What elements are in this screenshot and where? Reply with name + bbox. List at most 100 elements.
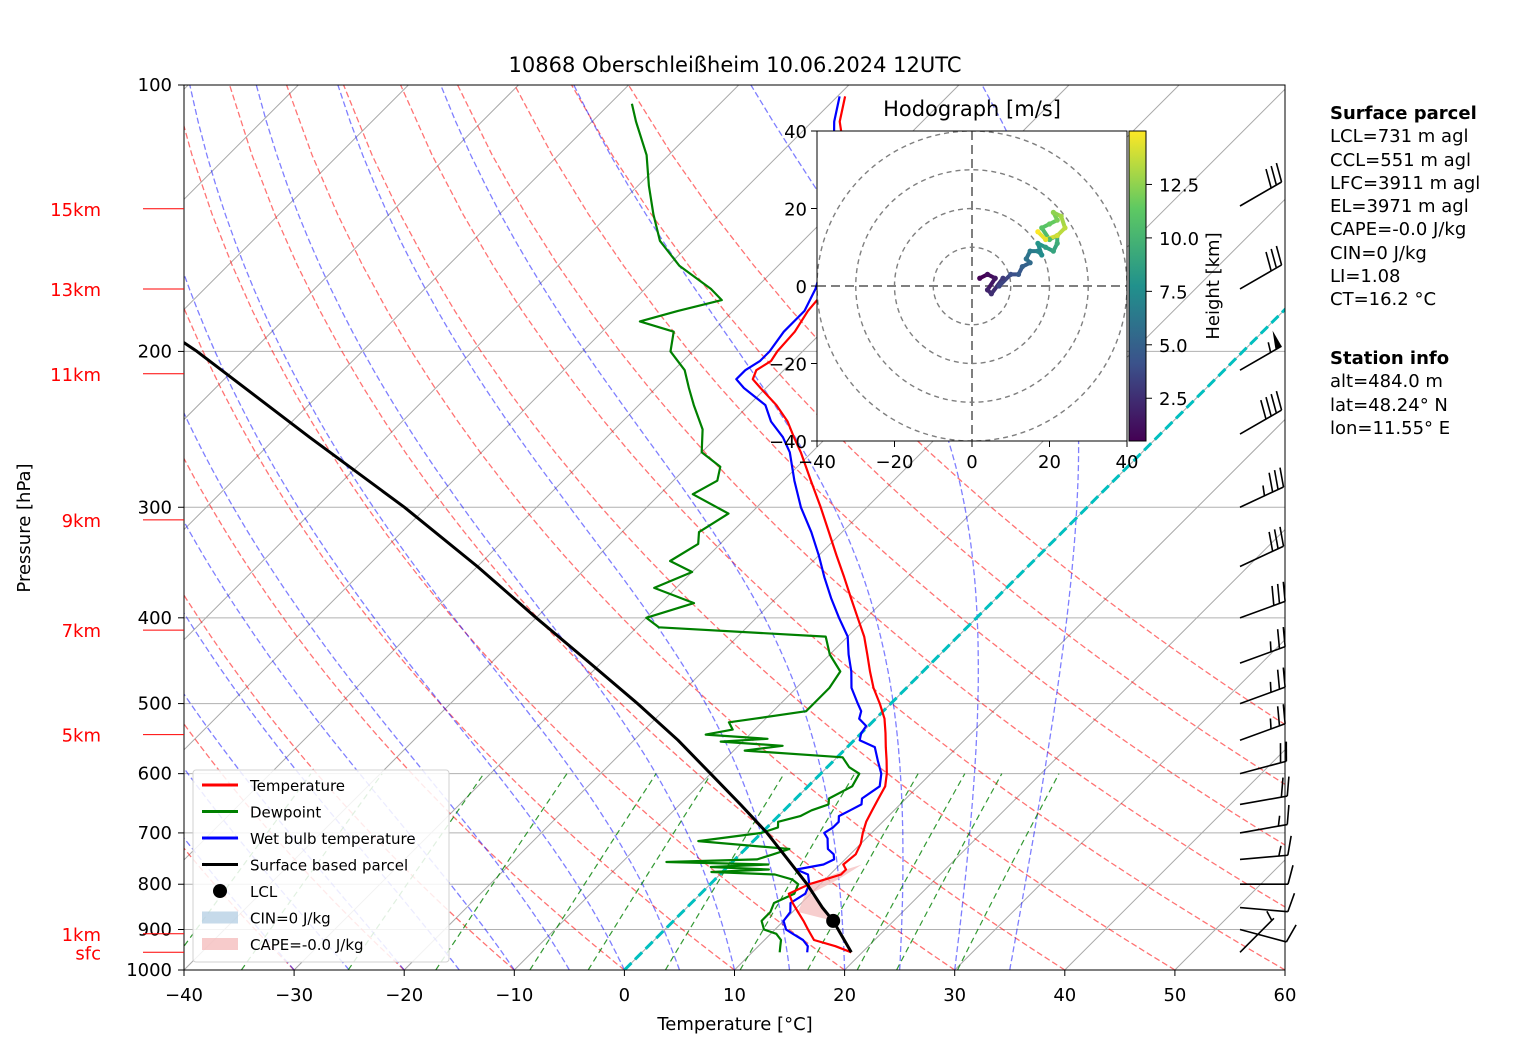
wind-barb-flag	[1282, 704, 1286, 724]
wind-barb-shaft	[1239, 723, 1286, 741]
station-altitude: alt=484.0 m	[1330, 371, 1443, 393]
height-label: 13km	[50, 280, 101, 301]
wind-barb-flag	[1286, 776, 1290, 797]
hodograph-point	[984, 271, 991, 277]
wind-barb-pennant	[1272, 330, 1282, 350]
wind-barb-flag	[1265, 168, 1272, 189]
mixing-ratio-line	[739, 773, 856, 970]
hodograph-x-tick-label: −40	[798, 452, 836, 473]
hodograph-point	[1062, 225, 1068, 231]
hodograph-point	[1027, 248, 1033, 254]
hodograph-point	[1000, 275, 1006, 281]
legend-entry: Wet bulb temperature	[202, 830, 416, 848]
dry-adiabat	[400, 85, 1285, 970]
dry-adiabat	[184, 722, 405, 970]
hodograph-point	[996, 283, 1002, 289]
y-tick-label: 600	[138, 764, 172, 785]
legend-label: CIN=0 J/kg	[250, 910, 331, 928]
hodograph-point	[1023, 256, 1029, 262]
legend-entry: Temperature	[202, 777, 345, 795]
wind-barb-shaft	[1239, 795, 1288, 806]
moist-adiabat	[184, 272, 625, 970]
isotherm	[513, 198, 1285, 970]
hodograph-point	[1035, 240, 1041, 246]
surface-parcel-heading: Surface parcel	[1330, 103, 1477, 124]
hodograph-point	[1054, 240, 1060, 246]
surface-parcel-ccl: CCL=551 m agl	[1330, 149, 1472, 171]
wind-barb-flag	[1268, 472, 1274, 493]
moist-adiabat	[981, 85, 1080, 970]
hodograph-point	[1046, 221, 1053, 227]
hodograph-y-tick-label: 40	[784, 122, 807, 143]
surface-parcel-el: EL=3971 m agl	[1330, 196, 1469, 218]
wind-barb	[1239, 741, 1288, 775]
y-tick-label: 200	[138, 341, 172, 362]
surface-parcel-cin: CIN=0 J/kg	[1330, 242, 1427, 264]
legend-label: Surface based parcel	[250, 857, 408, 875]
wind-barb-shaft	[1239, 181, 1282, 207]
moist-adiabat	[573, 85, 904, 970]
wind-barb	[1239, 162, 1283, 207]
x-tick-label: 20	[833, 985, 856, 1006]
legend-label: Wet bulb temperature	[250, 830, 416, 848]
dry-adiabat	[184, 306, 735, 970]
hodograph-point	[1050, 248, 1056, 254]
wind-barb-shaft	[1239, 928, 1287, 943]
station-info-panel: Station info alt=484.0 m lat=48.24° N lo…	[1330, 347, 1450, 440]
wind-barb-flag	[1270, 393, 1278, 414]
dry-adiabat	[184, 123, 845, 970]
y-tick-label: 900	[138, 920, 172, 941]
colorbar-label: Height [km]	[1203, 232, 1224, 339]
wind-barb-half-flag	[1278, 845, 1282, 857]
wind-barb	[1239, 667, 1286, 705]
wind-barb-flag	[1287, 865, 1294, 885]
hodograph-plot	[817, 131, 1127, 441]
x-tick-label: 40	[1053, 985, 1076, 1006]
colorbar-tick-label: 10.0	[1159, 229, 1199, 250]
parcel-profile	[184, 340, 853, 954]
colorbar-tick-label: 12.5	[1159, 175, 1199, 196]
y-tick-label: 1000	[126, 960, 172, 981]
x-tick-label: −10	[495, 985, 533, 1006]
legend-swatch	[202, 938, 238, 950]
dry-adiabat	[228, 85, 956, 970]
legend-entry: Dewpoint	[202, 804, 321, 822]
x-tick-label: 0	[619, 985, 630, 1006]
x-tick-label: 60	[1274, 985, 1297, 1006]
moist-adiabat	[189, 85, 681, 970]
surface-parcel-li: LI=1.08	[1330, 266, 1401, 288]
wind-barb-flag	[1279, 526, 1285, 547]
wind-barb-flag	[1287, 892, 1296, 912]
wind-barb-half-flag	[1269, 681, 1272, 693]
legend-swatch	[202, 911, 238, 924]
x-tick-label: −30	[275, 985, 313, 1006]
moist-adiabat	[440, 85, 846, 970]
wind-barb-shaft	[1239, 906, 1288, 913]
legend-entry: CIN=0 J/kg	[202, 910, 331, 928]
wind-barb-flag	[1271, 585, 1275, 606]
x-tick-label: −40	[165, 985, 203, 1006]
moist-adiabat	[184, 411, 570, 970]
hodograph-y-tick-label: 0	[796, 277, 807, 298]
moist-adiabat	[184, 520, 515, 970]
x-tick-label: 10	[723, 985, 746, 1006]
wind-barb	[1239, 924, 1297, 943]
wind-barb	[1239, 245, 1283, 290]
wind-barb-shaft	[1239, 545, 1284, 568]
wind-barb	[1239, 330, 1282, 371]
hodograph-point	[984, 287, 991, 293]
wind-barb-flag	[1268, 531, 1274, 552]
y-axis-label: Pressure [hPa]	[14, 463, 35, 592]
station-latitude: lat=48.24° N	[1330, 394, 1448, 416]
legend-label: CAPE=-0.0 J/kg	[250, 936, 364, 954]
hodograph-point	[1043, 236, 1049, 243]
colorbar-tick-label: 2.5	[1159, 389, 1188, 410]
colorbar-tick-label: 5.0	[1159, 336, 1188, 357]
y-tick-label: 100	[138, 75, 172, 96]
wind-barb-half-flag	[1277, 815, 1281, 827]
dry-adiabat	[457, 85, 1285, 908]
y-tick-label: 400	[138, 608, 172, 629]
hodograph-segment	[997, 272, 1013, 288]
hodograph-point	[1035, 229, 1041, 235]
